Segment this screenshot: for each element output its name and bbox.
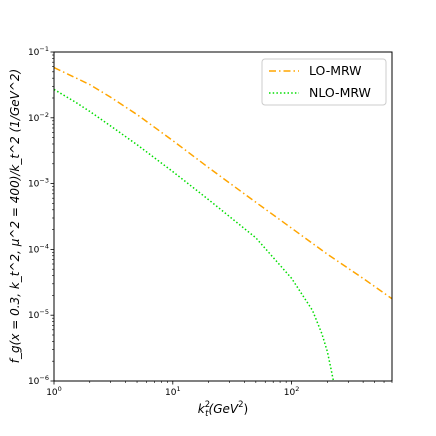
x-axis-label-tail: (GeV (209, 402, 239, 416)
y-axis-label: f_g(x = 0.3, k_t^2, μ^2 = 400)/k_t^2 (1/… (8, 69, 22, 363)
y-tick-label: 10−2 (28, 111, 49, 124)
x-axis-label-sup: 2 (205, 400, 210, 410)
series-group (53, 66, 393, 382)
x-axis-label-close: ) (244, 402, 249, 416)
x-axis-label-tail-sup: 2 (238, 400, 243, 410)
tick-labels: 100 101 102 10−6 10−5 10−4 10−3 10−2 10−1 (28, 45, 299, 398)
plot-background (54, 52, 392, 381)
x-axis-label-main: k (198, 402, 206, 416)
x-axis-label: k2 t(GeV2) (198, 400, 248, 419)
y-tick-label: 10−5 (28, 308, 49, 321)
x-axis-label-sub: t (205, 409, 209, 419)
x-tick-label: 102 (284, 385, 300, 398)
legend-label-nlo-mrw: NLO-MRW (309, 85, 371, 100)
legend: LO-MRW NLO-MRW (261, 58, 387, 106)
y-tick-label: 10−6 (28, 374, 49, 387)
y-tick-label: 10−1 (28, 45, 49, 58)
major-ticks (50, 51, 293, 385)
y-tick-label: 10−4 (28, 242, 49, 255)
y-tick-label: 10−3 (28, 177, 49, 190)
series-line-lo-mrw (53, 66, 393, 300)
legend-label-lo-mrw: LO-MRW (309, 63, 362, 78)
x-tick-label: 100 (46, 385, 62, 398)
x-tick-label: 101 (165, 385, 181, 398)
plot-frame (53, 51, 393, 382)
legend-box (261, 58, 387, 106)
